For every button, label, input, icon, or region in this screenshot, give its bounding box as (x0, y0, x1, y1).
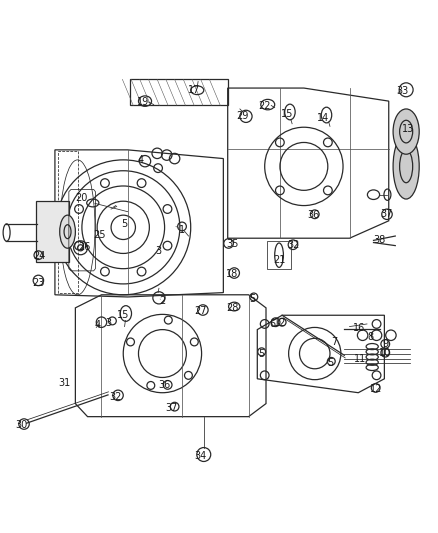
Text: 37: 37 (166, 403, 178, 413)
Text: 33: 33 (396, 86, 409, 95)
Text: 3: 3 (155, 246, 161, 256)
Text: 35: 35 (226, 239, 238, 249)
Text: 32: 32 (109, 392, 122, 402)
Text: 34: 34 (194, 451, 207, 461)
Text: 12: 12 (370, 384, 382, 394)
Text: 5: 5 (258, 349, 265, 359)
Text: 18: 18 (226, 269, 238, 279)
Text: 14: 14 (317, 112, 329, 123)
Text: 7: 7 (331, 337, 337, 347)
Text: 2: 2 (159, 296, 166, 306)
Polygon shape (267, 241, 291, 269)
Text: 36: 36 (308, 209, 320, 220)
Text: 10: 10 (379, 348, 392, 358)
Text: 21: 21 (274, 255, 286, 264)
Text: 25: 25 (93, 230, 106, 240)
Text: 19: 19 (137, 97, 149, 107)
Text: 5: 5 (249, 294, 256, 304)
Text: 22: 22 (258, 101, 271, 111)
Text: 16: 16 (353, 324, 365, 333)
Text: 17: 17 (188, 85, 201, 95)
Text: 23: 23 (32, 278, 45, 288)
Text: 4: 4 (138, 155, 144, 165)
Text: 5: 5 (121, 219, 128, 229)
Text: 29: 29 (237, 111, 249, 122)
Text: 13: 13 (402, 124, 414, 134)
Text: 15: 15 (281, 109, 293, 119)
Ellipse shape (60, 215, 75, 248)
Ellipse shape (393, 109, 419, 154)
Text: 37: 37 (381, 209, 393, 219)
Text: 32: 32 (288, 240, 300, 250)
Text: 30: 30 (15, 420, 28, 430)
Text: 12: 12 (274, 318, 286, 328)
Text: 1: 1 (179, 224, 185, 235)
Text: 5: 5 (327, 358, 333, 368)
Text: 3: 3 (105, 318, 111, 328)
Text: 26: 26 (78, 242, 90, 252)
Text: 11: 11 (354, 354, 366, 364)
Text: 24: 24 (33, 251, 46, 261)
Text: 15: 15 (117, 310, 130, 320)
Ellipse shape (393, 134, 419, 199)
Text: 8: 8 (367, 332, 374, 342)
Text: 20: 20 (76, 193, 88, 203)
Text: 28: 28 (226, 303, 238, 313)
Text: 9: 9 (382, 339, 389, 349)
Polygon shape (36, 201, 69, 262)
Text: 4: 4 (94, 320, 100, 330)
Text: 27: 27 (194, 306, 207, 316)
Text: 31: 31 (58, 378, 71, 388)
Text: 38: 38 (373, 235, 385, 245)
Text: 36: 36 (159, 380, 171, 390)
Text: 6: 6 (269, 319, 275, 329)
